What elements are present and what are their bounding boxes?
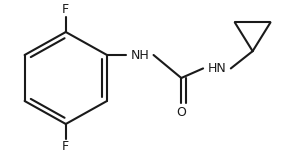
Text: HN: HN — [208, 62, 226, 75]
Text: F: F — [62, 141, 69, 154]
Text: O: O — [176, 106, 186, 119]
Text: NH: NH — [130, 49, 149, 61]
Text: F: F — [62, 2, 69, 15]
